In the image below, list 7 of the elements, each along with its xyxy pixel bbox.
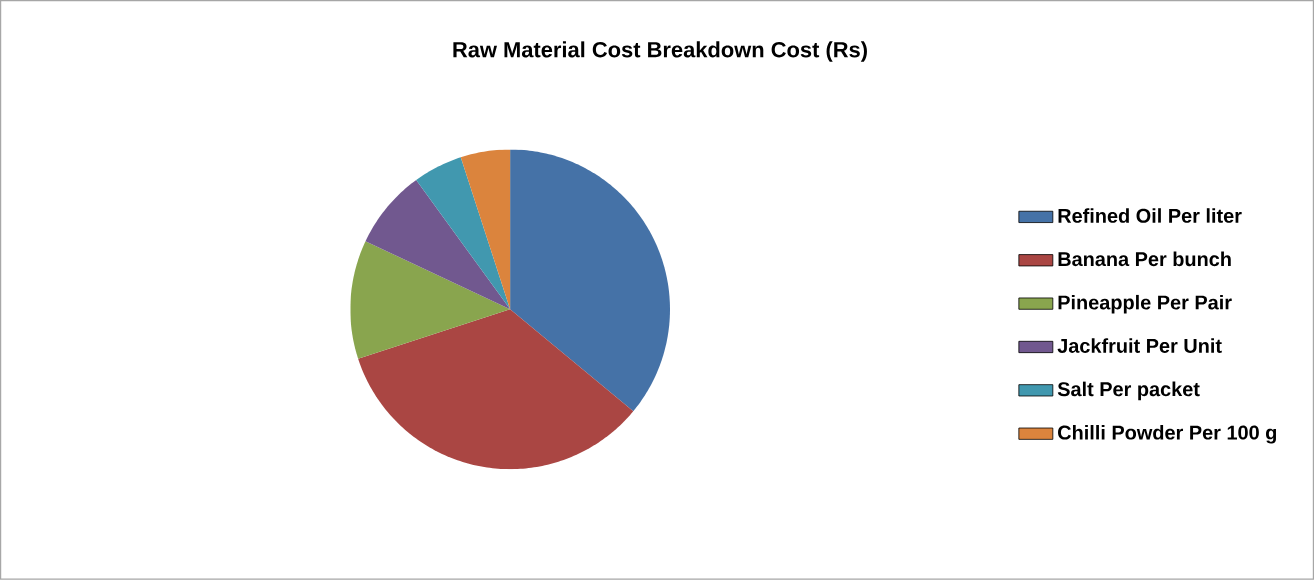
legend-label: Refined Oil Per liter <box>1058 208 1242 223</box>
chart-title: Raw Material Cost Breakdown Cost (Rs) <box>453 41 867 62</box>
legend-label: Jackfruit Per Unit <box>1057 338 1222 354</box>
legend-label: Salt Per packet <box>1057 381 1200 401</box>
legend-label: Banana Per bunch <box>1058 251 1231 267</box>
legend-label: Chilli Powder Per 100 g <box>1058 425 1277 444</box>
legend-label: Pineapple Per Pair <box>1058 295 1232 314</box>
